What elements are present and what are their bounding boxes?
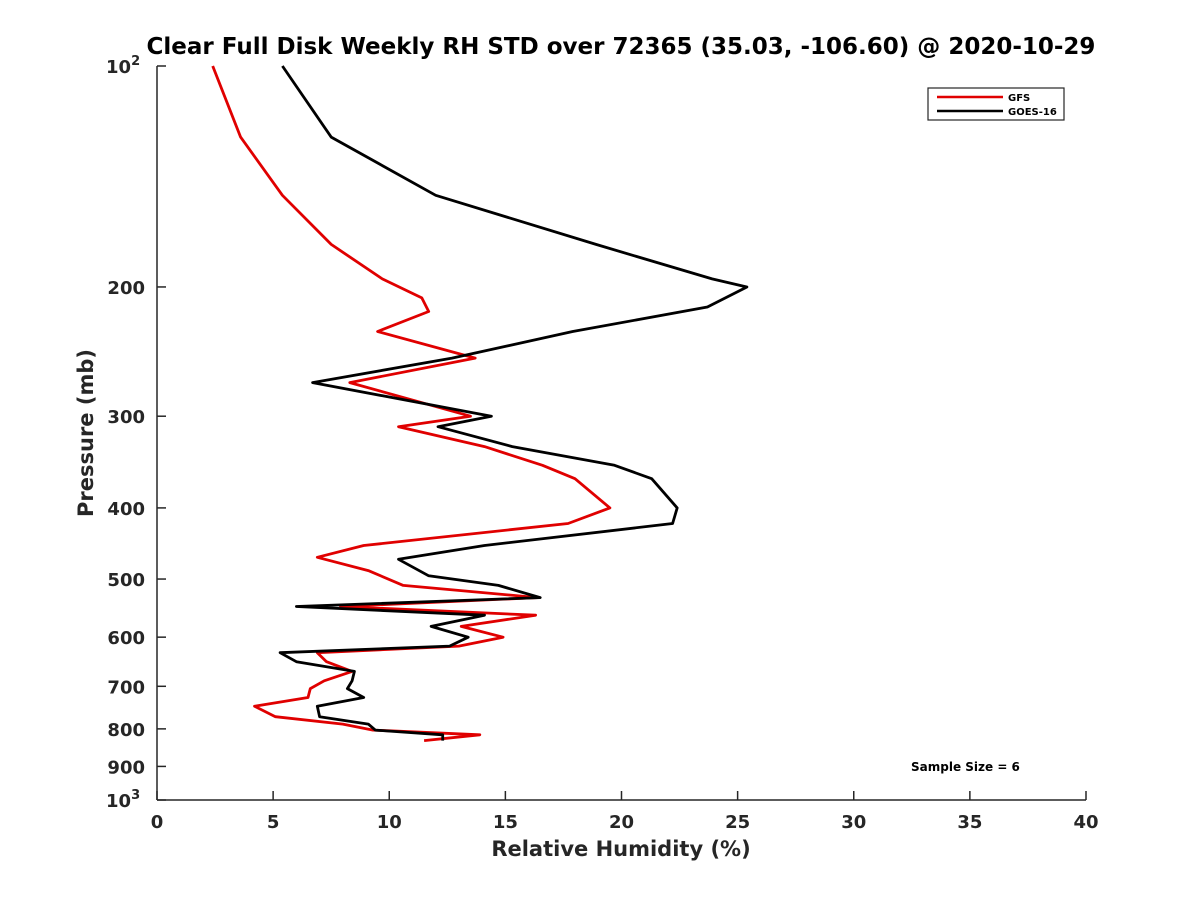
x-tick-label: 15 xyxy=(493,812,518,833)
y-tick-label: 900 xyxy=(107,757,145,778)
x-axis-label: Relative Humidity (%) xyxy=(491,837,750,861)
legend: GFS GOES-16 xyxy=(927,87,1065,121)
x-tick-label: 5 xyxy=(267,812,280,833)
y-tick-label: 300 xyxy=(107,407,145,428)
sample-size-annotation: Sample Size = 6 xyxy=(911,760,1020,774)
x-tick-label: 25 xyxy=(725,812,750,833)
x-tick-label: 35 xyxy=(957,812,982,833)
y-axis-ticks: 102 200 300 400 500 600 700 800 900 103 xyxy=(106,54,166,812)
x-tick-label: 40 xyxy=(1073,812,1098,833)
legend-label-gfs: GFS xyxy=(1008,93,1030,104)
y-tick-label: 500 xyxy=(107,570,145,591)
series-line-gfs xyxy=(211,65,612,742)
y-tick-label: 600 xyxy=(107,628,145,649)
y-tick-label: 700 xyxy=(107,677,145,698)
axes xyxy=(156,66,1086,801)
x-tick-label: 20 xyxy=(609,812,634,833)
chart-title: Clear Full Disk Weekly RH STD over 72365… xyxy=(147,34,1096,60)
x-tick-label: 30 xyxy=(841,812,866,833)
legend-label-goes16: GOES-16 xyxy=(1008,107,1057,118)
x-tick-label: 0 xyxy=(151,812,164,833)
y-tick-label: 102 xyxy=(106,54,140,78)
x-tick-label: 10 xyxy=(377,812,402,833)
series-layer xyxy=(211,65,749,742)
y-tick-label: 200 xyxy=(107,278,145,299)
legend-box xyxy=(927,87,1065,121)
y-tick-label: 800 xyxy=(107,720,145,741)
x-axis-ticks: 0 5 10 15 20 25 30 35 40 xyxy=(151,791,1099,833)
y-axis-label: Pressure (mb) xyxy=(74,349,98,517)
y-tick-label: 103 xyxy=(106,788,140,812)
series-line-goes-16 xyxy=(278,65,749,741)
y-tick-label: 400 xyxy=(107,499,145,520)
